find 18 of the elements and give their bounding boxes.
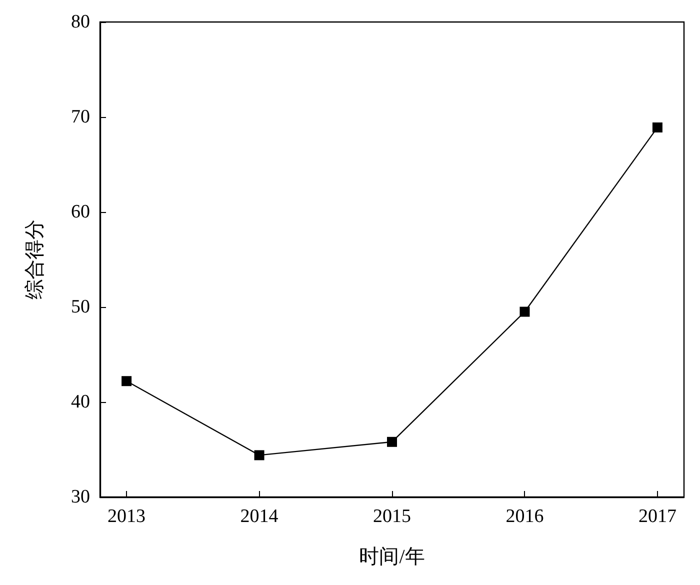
point [254, 450, 264, 460]
y-tick-label: 40 [71, 392, 90, 412]
point [520, 306, 530, 317]
x-tick-label: 2014 [240, 506, 279, 527]
y-axis-title: 综合得分 [24, 220, 46, 300]
x-tick-label: 2016 [506, 506, 544, 527]
y-tick-label: 80 [71, 12, 90, 32]
y-tick-label: 70 [71, 106, 90, 128]
point [122, 376, 132, 386]
y-tick-label: 30 [71, 486, 90, 508]
x-axis-title: 时间/年 [359, 546, 425, 568]
x-tick-label: 2013 [108, 506, 146, 527]
x-tick-label: 2017 [638, 506, 676, 527]
y-tick-label: 60 [71, 202, 90, 222]
point [387, 436, 397, 447]
y-tick-label: 50 [71, 296, 90, 318]
x-tick-label: 2015 [373, 506, 411, 527]
point [652, 122, 662, 132]
